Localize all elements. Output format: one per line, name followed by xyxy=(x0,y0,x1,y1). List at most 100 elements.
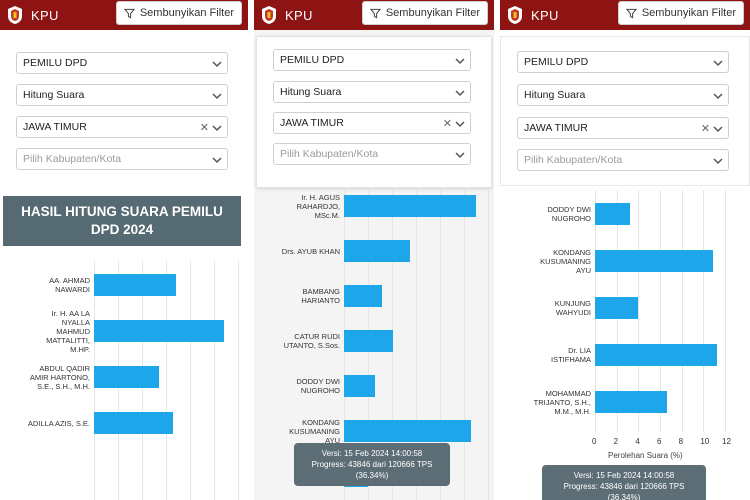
category-label-line: MOHAMMAD xyxy=(545,388,591,398)
province-select[interactable]: JAWA TIMUR ✕ xyxy=(517,117,729,139)
category-label-line: MSc.M. xyxy=(314,210,340,220)
province-select[interactable]: JAWA TIMUR ✕ xyxy=(16,116,228,138)
panel-2: Ir. H. AGUS RAHARDJO, MSc.M. Drs. AYUB KHAN… xyxy=(254,0,494,500)
gridline xyxy=(681,190,683,432)
filter-panel: PEMILU DPD Hitung Suara JAWA TIMUR ✕ Pili… xyxy=(0,36,248,184)
chart-title: HASIL HITUNG SUARA PEMILU DPD 2024 xyxy=(3,196,241,246)
category-label: AA. AHMAD NAWARDI xyxy=(0,276,90,294)
bar[interactable] xyxy=(595,250,714,272)
category-label-line: RAHARDJO, xyxy=(296,201,340,211)
bar[interactable] xyxy=(94,366,159,388)
category-label-line: UTANTO, S.Sos. xyxy=(283,341,340,350)
province-select[interactable]: JAWA TIMUR ✕ xyxy=(273,112,471,134)
bar[interactable] xyxy=(344,375,376,397)
chevron-down-icon xyxy=(212,61,222,68)
regency-select[interactable]: Pilih Kabupaten/Kota xyxy=(273,143,471,165)
bar[interactable] xyxy=(344,195,476,217)
hide-filter-button[interactable]: Sembunyikan Filter xyxy=(617,1,744,25)
gridline xyxy=(166,260,167,500)
category-label: CATUR RUDI UTANTO, S.Sos. xyxy=(254,332,340,350)
category-label-line: KUSUMANING xyxy=(540,256,591,266)
category-label-line: KUSUMANING xyxy=(289,426,340,436)
gridline xyxy=(703,190,705,432)
category-label-line: M.M., M.H. xyxy=(554,406,591,416)
bar[interactable] xyxy=(595,391,667,413)
chevron-down-icon xyxy=(713,158,723,165)
category-label-line: NAWARDI xyxy=(55,285,90,294)
election-type-select[interactable]: PEMILU DPD xyxy=(517,51,729,73)
bar[interactable] xyxy=(344,420,472,442)
tooltip-progress: Progress: 43846 dari 120666 TPS (36.34%) xyxy=(563,482,685,500)
regency-select[interactable]: Pilih Kabupaten/Kota xyxy=(517,149,729,171)
hide-filter-button[interactable]: Sembunyikan Filter xyxy=(115,1,242,25)
bar[interactable] xyxy=(595,344,718,366)
hide-filter-button[interactable]: Sembunyikan Filter xyxy=(361,1,488,25)
x-tick-label: 10 xyxy=(700,437,710,446)
chevron-down-icon xyxy=(455,152,465,159)
category-label-line: AYU xyxy=(325,435,340,445)
bar[interactable] xyxy=(94,320,224,342)
bar[interactable] xyxy=(344,240,410,262)
category-label-line: NUGROHO xyxy=(551,214,591,223)
kpu-logo-icon xyxy=(506,5,524,25)
clear-icon[interactable]: ✕ xyxy=(700,123,710,135)
gridline xyxy=(416,190,417,500)
chart-title-line-2: DPD 2024 xyxy=(90,222,154,237)
gridline xyxy=(488,190,489,500)
bar[interactable] xyxy=(595,297,639,319)
category-label-line: KONDANG xyxy=(302,417,340,427)
category-label-line: KONDANG xyxy=(553,247,591,257)
hide-filter-label: Sembunyikan Filter xyxy=(139,7,234,19)
category-label-line: Ir. H. AA LA xyxy=(51,308,90,318)
category-label-line: BAMBANG xyxy=(302,287,340,296)
clear-icon[interactable]: ✕ xyxy=(442,118,452,130)
category-label: DODDY DWI NUGROHO xyxy=(254,377,340,395)
election-type-select[interactable]: PEMILU DPD xyxy=(273,49,471,71)
brand-name: KPU xyxy=(531,7,559,23)
category-label-line: NUGROHO xyxy=(300,386,340,395)
category-label: DODDY DWI NUGROHO xyxy=(503,205,591,223)
gridline xyxy=(440,190,441,500)
gridline xyxy=(190,260,191,500)
count-type-select[interactable]: Hitung Suara xyxy=(16,84,228,106)
x-tick-label: 4 xyxy=(635,437,640,446)
category-label: KONDANG KUSUMANING AYU xyxy=(503,248,591,275)
bar-chart-1: AA. AHMAD NAWARDI Ir. H. AA LA NYALLA MAHMUD… xyxy=(0,250,248,500)
panel-3: DODDY DWI NUGROHO KONDANG KUSUMANING AYU KUNJ… xyxy=(500,0,750,500)
clear-icon[interactable]: ✕ xyxy=(199,122,209,134)
category-label: MOHAMMAD TRIJANTO, S.H., M.M., M.H. xyxy=(503,389,591,416)
category-label-line: AMIR HARTONO, xyxy=(29,372,90,382)
category-label-line: AYU xyxy=(576,265,591,275)
chart-title-line-1: HASIL HITUNG SUARA PEMILU xyxy=(21,204,223,219)
count-type-select[interactable]: Hitung Suara xyxy=(273,81,471,103)
category-label-line: ADILLA AZIS, S.E. xyxy=(27,418,90,428)
category-label-line: KUNJUNG xyxy=(554,299,591,308)
category-label: KONDANG KUSUMANING AYU xyxy=(254,418,340,445)
panel-1: KPU Sembunyikan Filter PEMILU DPD Hitung… xyxy=(0,0,248,500)
chevron-down-icon xyxy=(713,126,723,133)
bar[interactable] xyxy=(94,412,174,434)
category-label-line: S.E., S.H., M.H. xyxy=(37,381,90,391)
gridline xyxy=(238,260,239,500)
count-type-select[interactable]: Hitung Suara xyxy=(517,84,729,106)
category-label-line: CATUR RUDI xyxy=(294,332,340,341)
top-bar: KPU Sembunyikan Filter xyxy=(254,0,494,30)
election-type-select[interactable]: PEMILU DPD xyxy=(16,52,228,74)
category-label-line: TRIJANTO, S.H., xyxy=(533,397,591,407)
kpu-logo-icon xyxy=(260,5,278,25)
bar[interactable] xyxy=(94,274,176,296)
bar[interactable] xyxy=(344,285,383,307)
filter-panel: PEMILU DPD Hitung Suara JAWA TIMUR ✕ Pili… xyxy=(256,36,492,188)
regency-select[interactable]: Pilih Kabupaten/Kota xyxy=(16,148,228,170)
bar[interactable] xyxy=(344,330,394,352)
category-label: Drs. AYUB KHAN xyxy=(254,247,340,256)
category-label-line: ISTIFHAMA xyxy=(550,355,591,364)
bar[interactable] xyxy=(595,203,630,225)
category-label-line: Ir. H. AGUS xyxy=(301,192,340,202)
x-tick-label: 2 xyxy=(613,437,619,446)
bar-chart-3: DODDY DWI NUGROHO KONDANG KUSUMANING AYU KUNJ… xyxy=(500,0,750,500)
x-axis-title: Perolehan Suara (%) xyxy=(608,451,683,460)
category-label-line: M.HP. xyxy=(70,344,90,354)
chevron-down-icon xyxy=(713,60,723,67)
